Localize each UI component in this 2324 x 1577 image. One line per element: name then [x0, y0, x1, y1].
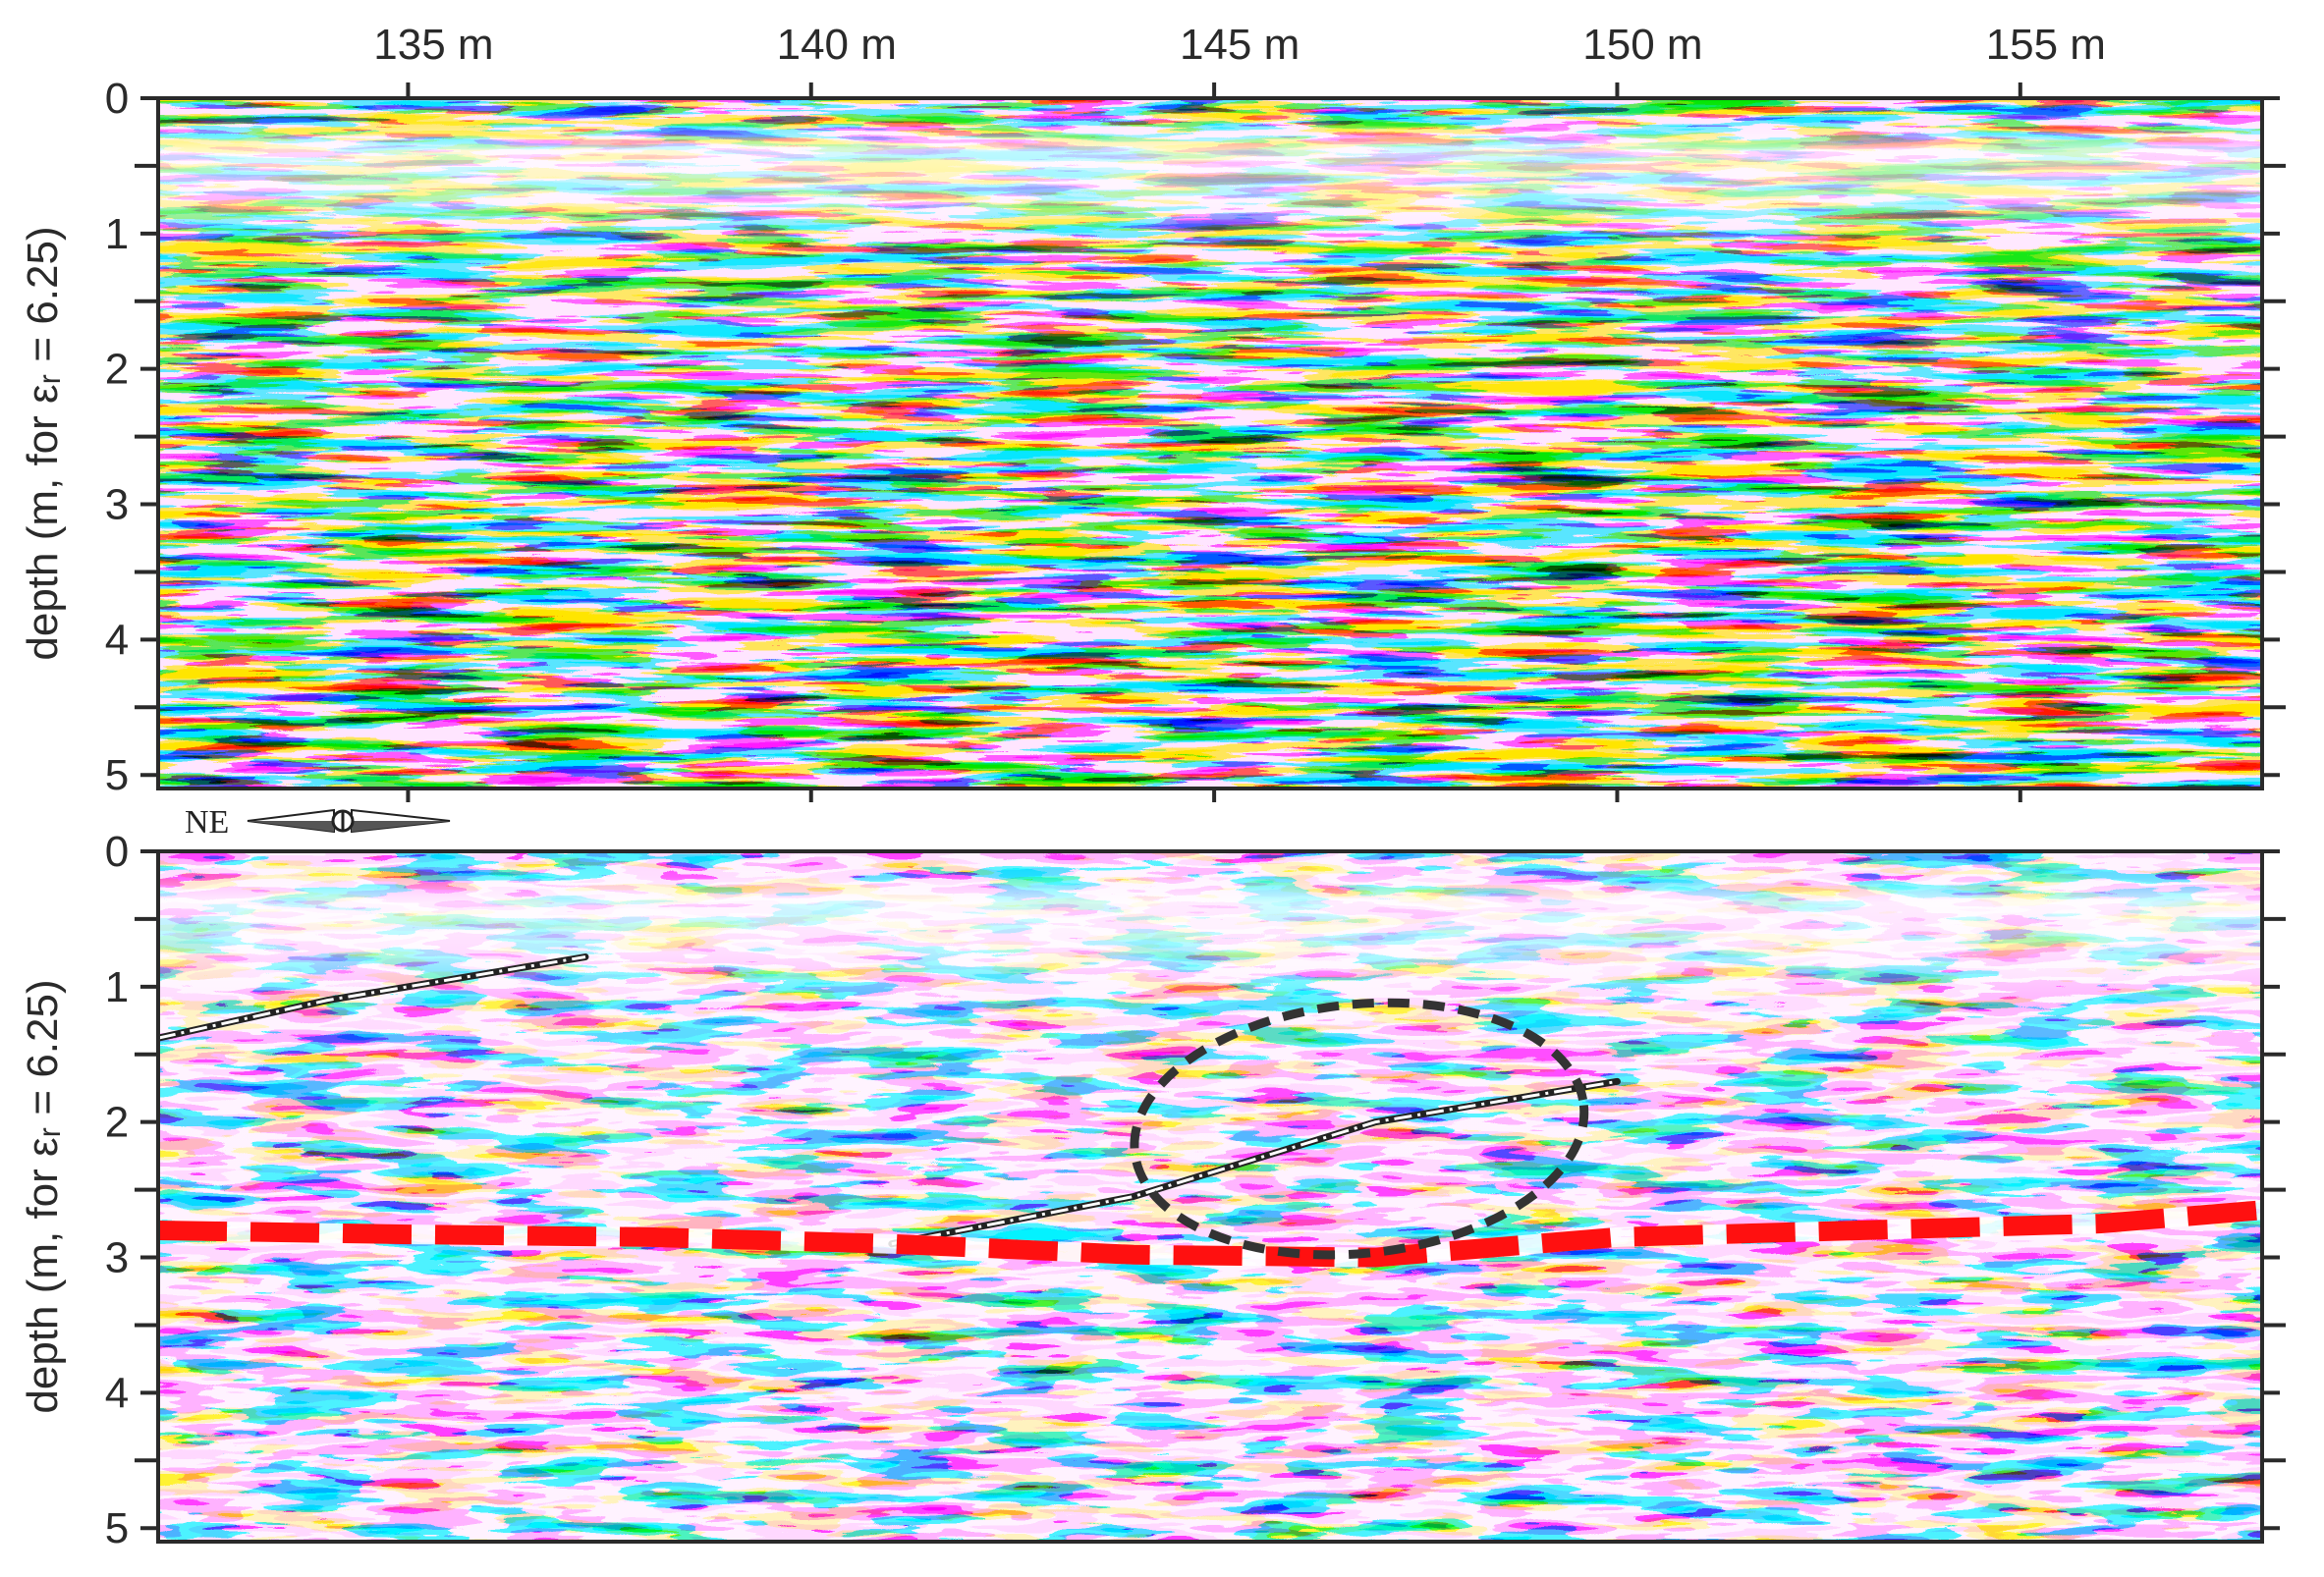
top-x-axis-ticks: 135 m 140 m 145 m 150 m 155 m: [373, 21, 2106, 802]
feature-dashed-ellipse: [1130, 998, 1589, 1260]
y-tick-label: 3: [105, 1234, 129, 1282]
radargram-bottom-panel: 0 1 2 3 4 5 depth (m, for εᵣ = 6.25): [19, 828, 2286, 1552]
compass-indicator: NE: [185, 804, 451, 841]
reflector-outline: [158, 953, 589, 1042]
x-tick-label: 155 m: [1986, 21, 2106, 69]
bottom-y-axis-title: depth (m, for εᵣ = 6.25): [19, 979, 67, 1413]
top-y-axis-ticks: 0 1 2 3 4 5: [105, 75, 2286, 799]
radargram-bottom-frame: [156, 849, 2264, 1544]
y-tick-label: 1: [105, 963, 129, 1011]
x-tick-label: 140 m: [777, 21, 897, 69]
top-y-axis-title: depth (m, for εᵣ = 6.25): [19, 226, 67, 660]
compass-needle-left-shade: [248, 821, 334, 832]
x-tick-label: 135 m: [373, 21, 493, 69]
y-tick-label: 4: [105, 616, 129, 664]
reflector-dotted-line: [891, 1079, 1618, 1246]
basement-red-dashed-line: [158, 1200, 2262, 1268]
bottom-y-axis-ticks: 0 1 2 3 4 5: [105, 828, 2286, 1552]
y-tick-label: 1: [105, 210, 129, 258]
compass-needle-right-shade: [352, 821, 450, 832]
interpretation-overlay: [158, 953, 2262, 1268]
x-tick-label: 145 m: [1180, 21, 1300, 69]
y-tick-label: 0: [105, 75, 129, 123]
x-tick-label: 150 m: [1582, 21, 1702, 69]
y-tick-label: 2: [105, 346, 129, 394]
y-tick-label: 3: [105, 481, 129, 529]
compass-ne-label: NE: [185, 804, 229, 841]
y-tick-label: 2: [105, 1099, 129, 1147]
radargram-bottom-surface-zone: [158, 851, 2262, 1279]
y-tick-label: 5: [105, 751, 129, 799]
radargram-top-frame: [156, 96, 2264, 790]
y-tick-label: 4: [105, 1369, 129, 1417]
radargram-top-surface-zone: [158, 98, 2262, 526]
y-tick-label: 5: [105, 1504, 129, 1552]
y-tick-label: 0: [105, 828, 129, 876]
radargram-top-panel: 135 m 140 m 145 m 150 m 155 m 0 1 2 3 4 5 depth (…: [19, 21, 2286, 802]
